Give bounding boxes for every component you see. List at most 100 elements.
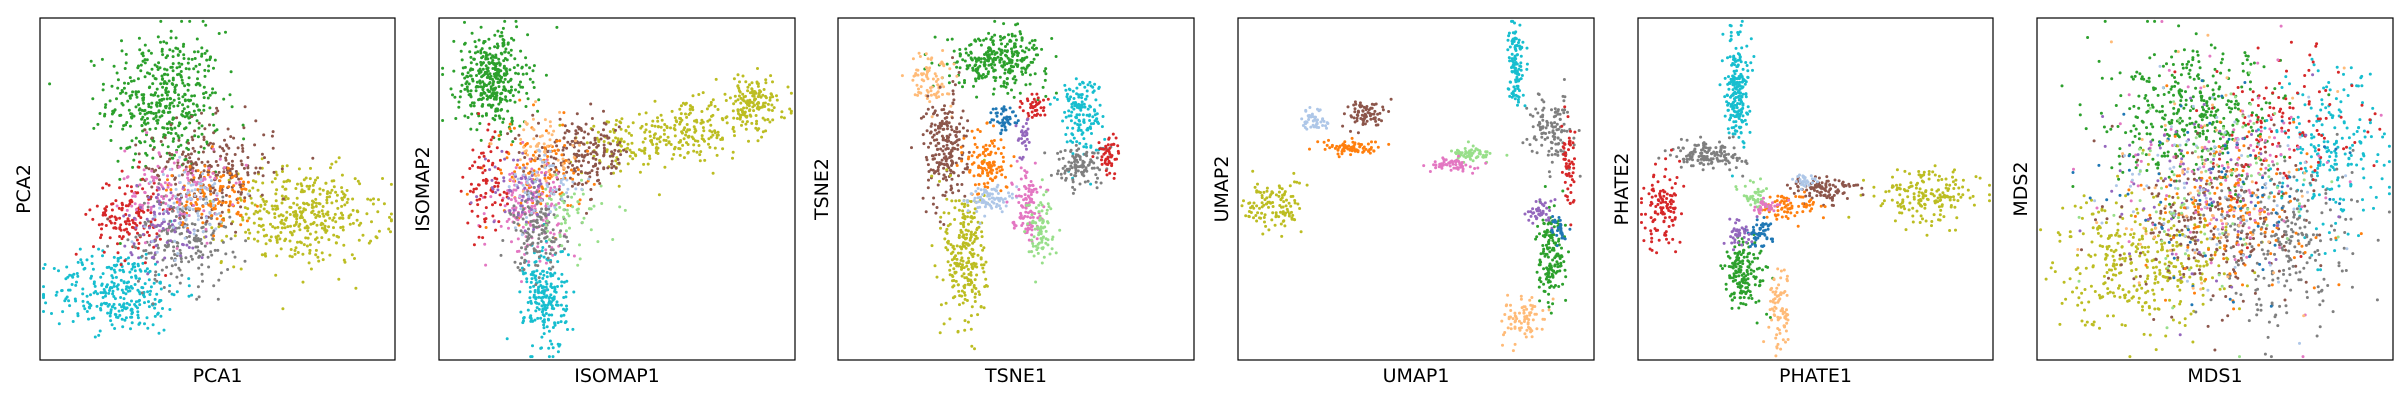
data-point-brown	[577, 159, 581, 163]
data-point-olive	[930, 244, 934, 248]
data-point-cyan	[157, 331, 161, 335]
data-point-green	[180, 133, 184, 137]
data-point-cyan	[159, 314, 163, 318]
data-point-gray	[525, 244, 529, 248]
data-point-olive	[299, 241, 303, 245]
data-point-olive	[963, 319, 967, 323]
data-point-lightblue	[516, 177, 520, 181]
data-point-olive	[953, 295, 957, 299]
data-point-olive	[746, 85, 750, 89]
data-point-olive	[984, 277, 988, 281]
data-point-lightblue	[203, 186, 207, 190]
data-point-brown	[212, 191, 216, 195]
data-point-cyan	[67, 288, 70, 292]
data-point-olive	[700, 118, 704, 122]
data-point-brown	[950, 111, 954, 114]
data-point-green	[89, 59, 93, 63]
data-point-green	[123, 67, 127, 70]
data-point-green	[173, 91, 177, 94]
data-point-olive	[637, 112, 641, 116]
data-point-green	[482, 41, 486, 45]
data-point-cyan	[99, 291, 103, 295]
data-point-brown	[618, 141, 622, 144]
data-point-olive	[713, 104, 717, 108]
data-point-brown	[936, 141, 940, 145]
data-point-green	[947, 81, 951, 85]
data-point-olive	[314, 197, 318, 201]
data-point-olive	[276, 234, 280, 238]
data-point-olive	[648, 154, 651, 158]
data-point-green	[174, 36, 178, 40]
data-point-olive	[296, 182, 299, 186]
data-point-pink	[160, 195, 164, 198]
data-point-brown	[137, 152, 141, 156]
data-point-gray	[209, 250, 213, 254]
data-point-olive	[690, 135, 694, 139]
data-point-green	[119, 146, 123, 150]
data-point-olive	[714, 77, 718, 81]
data-point-green	[478, 81, 482, 85]
data-point-brown	[609, 142, 612, 146]
data-point-cyan	[535, 269, 539, 273]
data-point-brown	[143, 128, 147, 132]
data-point-pink	[141, 203, 145, 207]
data-point-brown	[602, 153, 606, 157]
data-point-cyan	[159, 287, 163, 291]
data-point-brown	[158, 178, 161, 182]
data-point-green	[130, 116, 134, 120]
data-point-peach	[952, 62, 956, 66]
data-point-red	[466, 221, 470, 225]
data-point-cyan	[559, 314, 563, 318]
data-point-olive	[357, 238, 361, 242]
data-point-green	[132, 79, 136, 83]
data-point-cyan	[146, 290, 150, 294]
data-point-green	[1010, 88, 1013, 92]
data-point-green	[1008, 67, 1012, 71]
data-point-brown	[951, 92, 955, 96]
data-point-green	[500, 52, 504, 56]
data-point-cyan	[143, 282, 147, 286]
data-point-olive	[962, 291, 966, 295]
data-point-gray	[539, 240, 543, 243]
data-point-green	[159, 82, 163, 86]
data-point-green	[212, 123, 216, 127]
data-point-green	[143, 61, 147, 65]
data-point-brown	[151, 148, 155, 151]
data-point-olive	[756, 139, 760, 143]
data-point-olive	[750, 121, 754, 125]
data-point-lightblue	[155, 250, 159, 254]
data-point-green	[1011, 54, 1015, 58]
data-point-olive	[745, 106, 749, 110]
data-point-olive	[949, 263, 953, 267]
data-point-orange	[233, 190, 236, 194]
data-point-green	[479, 85, 483, 89]
data-point-green	[510, 116, 514, 120]
data-point-gray	[136, 279, 140, 283]
data-point-olive	[970, 290, 974, 294]
data-point-lightgreen	[578, 257, 582, 261]
data-point-gray	[544, 251, 548, 255]
data-point-gray	[165, 245, 169, 249]
data-point-green	[168, 103, 172, 107]
data-point-cyan	[70, 283, 74, 286]
data-point-gray	[180, 209, 184, 213]
data-point-pink	[170, 196, 174, 200]
data-point-cyan	[120, 308, 124, 312]
data-point-gray	[519, 229, 523, 233]
data-point-peach	[940, 76, 944, 80]
data-point-red	[483, 220, 487, 224]
data-point-pink	[138, 183, 142, 187]
data-point-peach	[925, 74, 928, 77]
data-point-olive	[979, 257, 983, 261]
data-point-olive	[698, 159, 702, 163]
data-point-red	[137, 242, 141, 245]
data-point-cyan	[550, 286, 554, 290]
data-point-gray	[201, 279, 204, 283]
data-point-purple	[169, 191, 173, 195]
data-point-green	[441, 73, 445, 76]
data-point-cyan	[128, 270, 132, 274]
data-point-cyan	[105, 285, 109, 289]
data-point-green	[154, 111, 158, 115]
data-point-green	[152, 112, 156, 115]
data-point-lightgreen	[580, 178, 583, 182]
